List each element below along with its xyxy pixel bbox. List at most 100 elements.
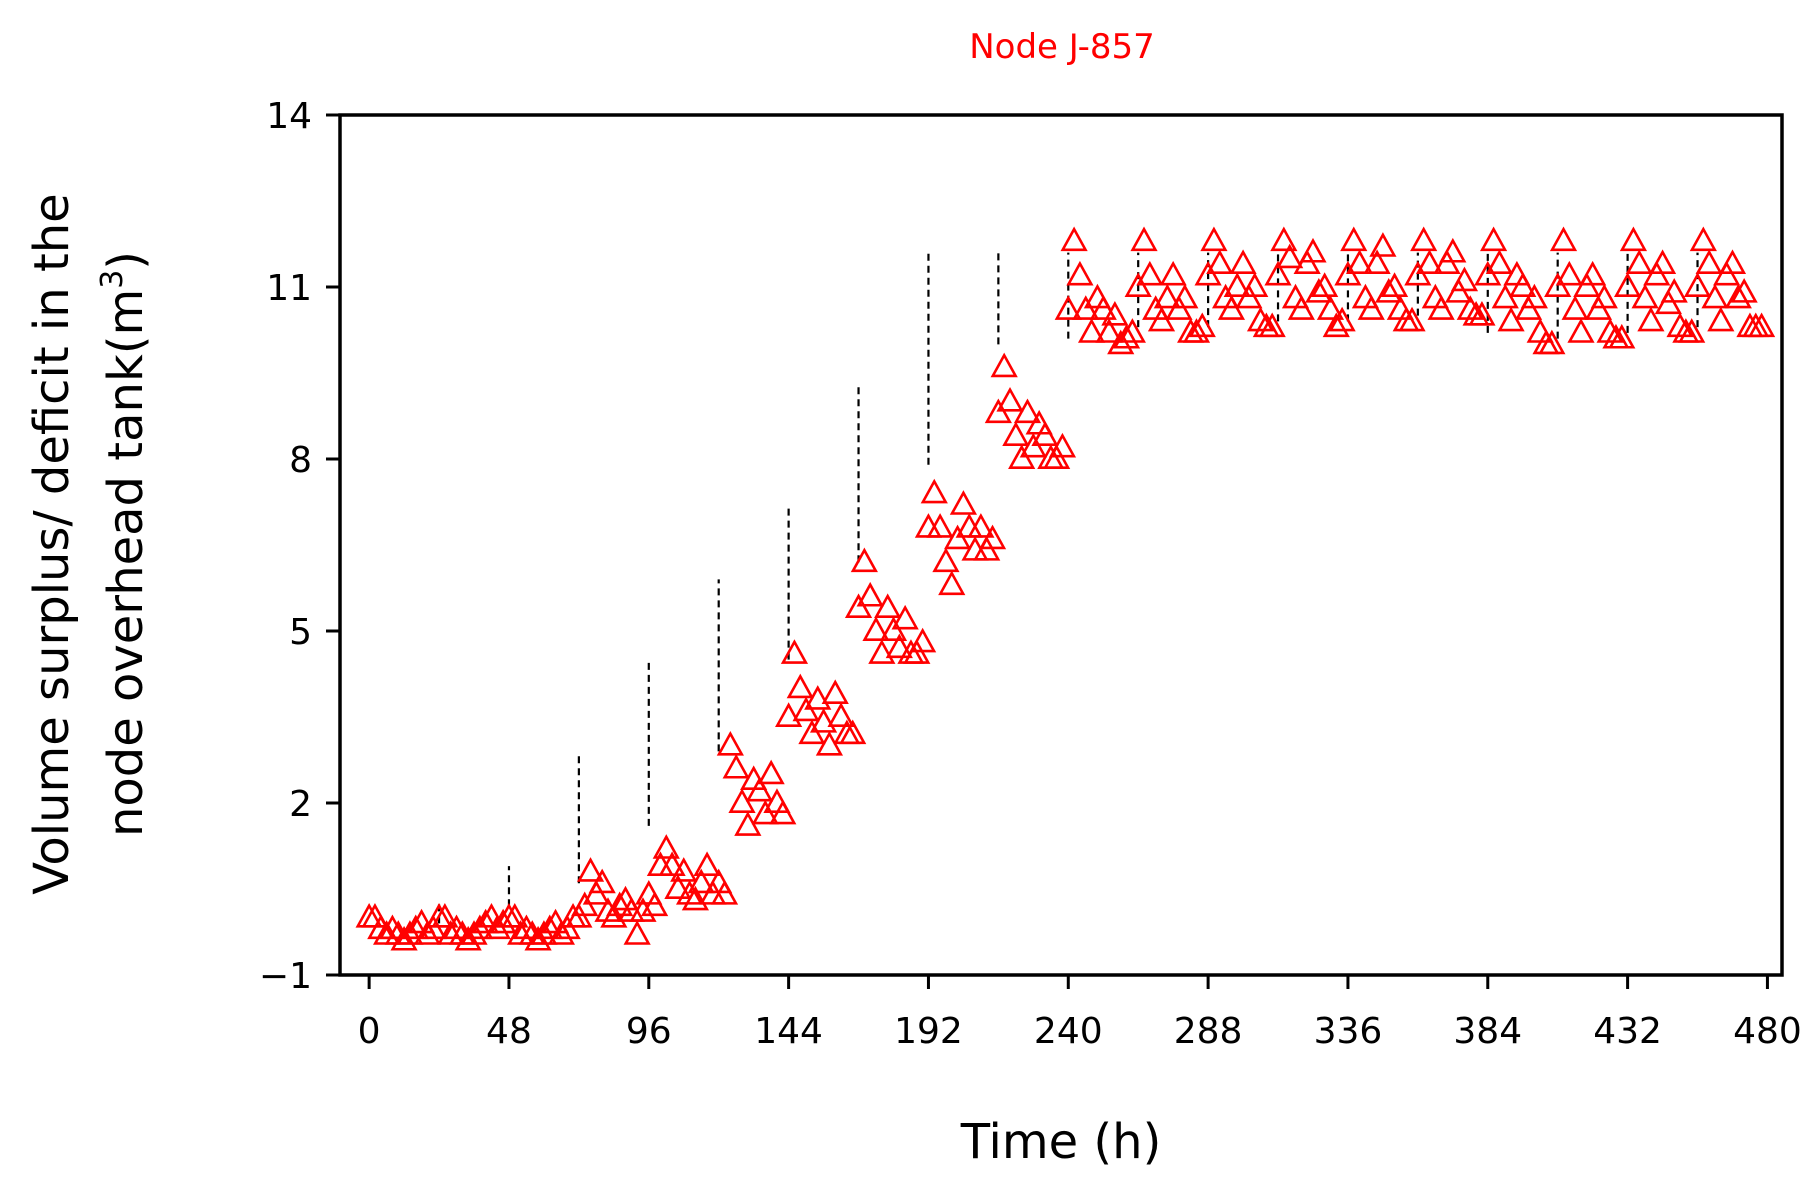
data-point bbox=[920, 478, 948, 504]
data-point bbox=[1182, 318, 1211, 343]
data-point bbox=[1048, 432, 1077, 458]
data-point bbox=[1701, 283, 1729, 309]
data-point bbox=[1316, 295, 1345, 320]
data-point bbox=[1369, 232, 1397, 257]
data-point bbox=[1345, 249, 1374, 275]
data-point bbox=[967, 513, 995, 538]
data-point bbox=[856, 581, 884, 607]
y-axis-label-superscript: 3 bbox=[95, 270, 130, 289]
x-tick-label: 432 bbox=[1593, 1011, 1662, 1052]
data-point bbox=[588, 868, 616, 894]
data-point bbox=[1660, 278, 1688, 303]
data-point bbox=[1415, 249, 1444, 275]
data-point bbox=[489, 908, 517, 934]
data-point bbox=[1380, 272, 1409, 297]
data-point bbox=[1619, 226, 1648, 252]
data-point bbox=[687, 868, 715, 894]
data-point bbox=[862, 616, 890, 641]
data-point bbox=[938, 570, 966, 596]
data-point bbox=[1707, 306, 1735, 332]
data-point bbox=[1229, 249, 1257, 275]
data-point bbox=[501, 902, 529, 928]
data-point bbox=[1159, 260, 1187, 286]
day-boundary-connectors bbox=[437, 252, 1699, 924]
data-point bbox=[885, 633, 913, 659]
data-point bbox=[1101, 300, 1129, 326]
data-point bbox=[1357, 295, 1385, 320]
y-tick-label: −1 bbox=[259, 956, 312, 997]
x-tick-label: 240 bbox=[1034, 1011, 1103, 1052]
data-point bbox=[623, 920, 651, 945]
data-point bbox=[710, 880, 739, 905]
data-point bbox=[1567, 318, 1595, 343]
data-point bbox=[926, 513, 954, 538]
data-point bbox=[850, 547, 878, 573]
data-point bbox=[1340, 226, 1368, 252]
data-point bbox=[716, 730, 744, 756]
x-tick-label: 0 bbox=[358, 1011, 381, 1052]
data-point bbox=[442, 914, 471, 940]
data-point bbox=[1666, 312, 1694, 338]
data-point bbox=[1136, 260, 1164, 286]
plot-frame bbox=[338, 113, 1784, 977]
data-point bbox=[769, 799, 797, 825]
data-point bbox=[1678, 318, 1706, 343]
data-point bbox=[1223, 272, 1251, 297]
data-point bbox=[809, 708, 838, 733]
x-tick-label: 480 bbox=[1733, 1011, 1800, 1052]
x-tick-label: 336 bbox=[1314, 1011, 1383, 1052]
data-point bbox=[576, 857, 605, 882]
data-point bbox=[664, 874, 692, 899]
data-point bbox=[1625, 249, 1653, 275]
y-tick-label: 2 bbox=[289, 784, 312, 825]
data-point bbox=[1718, 249, 1747, 275]
data-point bbox=[1322, 312, 1350, 338]
data-point bbox=[693, 851, 721, 877]
y-tick-label: 5 bbox=[289, 612, 312, 653]
data-point bbox=[547, 920, 576, 945]
data-point bbox=[402, 914, 430, 940]
x-tick-label: 144 bbox=[754, 1011, 823, 1052]
data-point bbox=[1130, 226, 1158, 252]
data-point bbox=[1579, 260, 1607, 286]
data-point bbox=[1509, 272, 1537, 297]
data-point bbox=[745, 776, 774, 802]
data-point bbox=[874, 593, 902, 619]
data-point bbox=[1363, 249, 1391, 275]
data-point bbox=[536, 914, 564, 940]
data-point bbox=[1748, 312, 1776, 338]
data-point bbox=[1077, 318, 1106, 343]
data-point bbox=[1305, 278, 1333, 303]
data-point bbox=[949, 490, 978, 515]
data-point bbox=[1013, 398, 1042, 424]
data-point bbox=[1683, 272, 1712, 297]
data-point bbox=[909, 627, 937, 653]
data-point bbox=[1590, 283, 1618, 309]
data-point bbox=[431, 902, 459, 928]
data-point bbox=[786, 673, 814, 699]
y-axis-ticks: −1 2 5 8 11 14 bbox=[259, 96, 340, 997]
data-point bbox=[1695, 249, 1723, 275]
data-point bbox=[1112, 323, 1141, 349]
data-point bbox=[1089, 295, 1117, 320]
data-point bbox=[839, 719, 867, 745]
x-axis-label: Time (h) bbox=[960, 1114, 1162, 1170]
y-axis-label-line-2: node overhead tank(m3) bbox=[95, 251, 154, 837]
data-point bbox=[1200, 226, 1228, 252]
data-point bbox=[827, 702, 855, 727]
data-point bbox=[978, 524, 1007, 550]
data-point bbox=[1118, 318, 1146, 343]
x-tick-label: 288 bbox=[1174, 1011, 1243, 1052]
data-point bbox=[722, 753, 750, 779]
data-point bbox=[1614, 272, 1642, 297]
data-point bbox=[1241, 272, 1269, 297]
data-point bbox=[1520, 283, 1548, 309]
data-point bbox=[1264, 260, 1292, 286]
data-point bbox=[641, 891, 669, 917]
data-point bbox=[1450, 266, 1479, 292]
data-point bbox=[1689, 226, 1717, 252]
data-point bbox=[804, 685, 832, 710]
data-point bbox=[606, 891, 634, 917]
data-point bbox=[996, 386, 1024, 412]
data-point bbox=[512, 914, 541, 940]
